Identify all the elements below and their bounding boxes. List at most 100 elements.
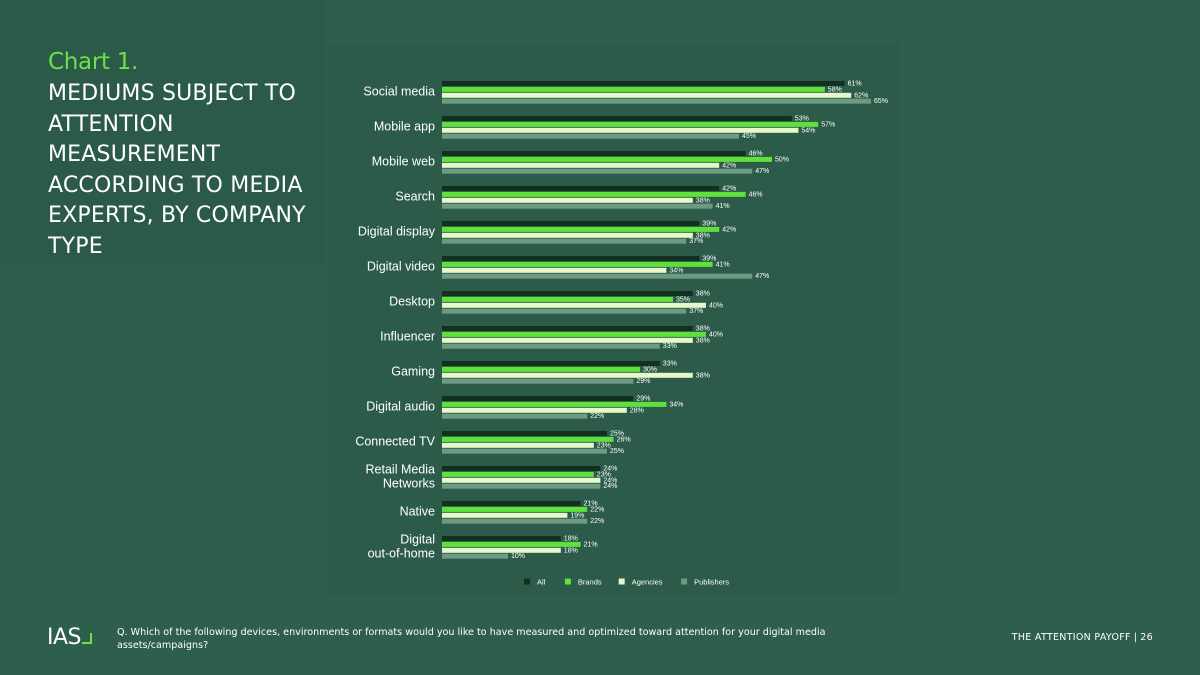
data-label: 38% xyxy=(696,232,710,239)
bar-publishers xyxy=(442,518,588,524)
category-label: out-of-home xyxy=(368,547,435,561)
data-label: 21% xyxy=(584,501,598,508)
bar-brands xyxy=(442,506,588,512)
bar-all xyxy=(442,326,693,331)
bar-agencies xyxy=(442,477,601,483)
bar-agencies xyxy=(442,547,561,553)
data-label: 46% xyxy=(749,151,763,158)
data-label: 61% xyxy=(848,81,862,88)
title-panel xyxy=(0,0,325,265)
bar-agencies xyxy=(442,197,693,203)
legend-label: Brands xyxy=(578,578,602,587)
bar-publishers xyxy=(442,133,739,139)
bar-brands xyxy=(442,191,746,197)
category-label: Social media xyxy=(363,85,435,99)
bar-brands xyxy=(442,436,614,442)
data-label: 65% xyxy=(874,98,888,105)
bar-brands xyxy=(442,331,706,337)
data-label: 53% xyxy=(795,116,809,123)
data-label: 62% xyxy=(854,92,868,99)
bar-all xyxy=(442,151,746,156)
legend-swatch-all xyxy=(524,578,530,585)
data-label: 46% xyxy=(749,191,763,198)
data-label: 41% xyxy=(716,261,730,268)
ias-logo: IAS xyxy=(47,624,93,652)
data-label: 29% xyxy=(636,396,650,403)
bar-brands xyxy=(442,226,720,232)
data-label: 38% xyxy=(696,337,710,344)
logo-text: IAS xyxy=(47,625,82,650)
bar-agencies xyxy=(442,407,627,413)
data-label: 26% xyxy=(617,436,631,443)
separator: | xyxy=(1133,632,1138,643)
bar-publishers xyxy=(442,203,713,209)
data-label: 40% xyxy=(709,331,723,338)
data-label: 45% xyxy=(742,133,756,140)
bar-publishers xyxy=(442,378,634,384)
data-label: 30% xyxy=(643,366,657,373)
legend-label: Agencies xyxy=(632,578,663,587)
data-label: 22% xyxy=(590,518,604,525)
category-label: Mobile app xyxy=(374,120,435,134)
bar-publishers xyxy=(442,308,687,314)
page-number: 26 xyxy=(1140,632,1153,643)
data-label: 33% xyxy=(663,361,677,368)
bar-publishers xyxy=(442,553,508,559)
category-label: Retail Media xyxy=(366,463,436,477)
data-label: 25% xyxy=(610,431,624,438)
data-label: 57% xyxy=(821,121,835,128)
bar-brands xyxy=(442,541,581,547)
category-label: Digital display xyxy=(358,225,436,239)
category-label: Native xyxy=(400,505,435,519)
data-label: 24% xyxy=(603,477,617,484)
bar-publishers xyxy=(442,238,687,244)
data-label: 58% xyxy=(828,86,842,93)
bar-all xyxy=(442,431,607,436)
bar-publishers xyxy=(442,483,601,489)
bar-publishers xyxy=(442,343,660,349)
bar-chart: Social media 61% 58% 62% 65% Mobile app 53% 57%… xyxy=(355,81,888,587)
bar-agencies xyxy=(442,442,594,448)
bar-all xyxy=(442,256,700,261)
page-reference: THE ATTENTION PAYOFF | 26 xyxy=(1012,632,1153,643)
legend-swatch-brands xyxy=(564,578,571,585)
data-label: 18% xyxy=(564,547,578,554)
bar-brands xyxy=(442,471,594,477)
category-label: Mobile web xyxy=(372,155,435,169)
legend-label: Publishers xyxy=(694,578,729,587)
bar-publishers xyxy=(442,98,871,104)
data-label: 41% xyxy=(716,203,730,210)
bar-agencies xyxy=(442,302,706,308)
data-label: 34% xyxy=(669,401,683,408)
data-label: 34% xyxy=(669,267,683,274)
bar-brands xyxy=(442,401,667,407)
bar-agencies xyxy=(442,372,693,378)
category-label: Connected TV xyxy=(355,435,435,449)
data-label: 28% xyxy=(630,407,644,414)
bar-brands xyxy=(442,366,640,372)
data-label: 39% xyxy=(702,256,716,263)
data-label: 33% xyxy=(663,343,677,350)
bar-publishers xyxy=(442,448,607,454)
data-label: 54% xyxy=(801,127,815,134)
legend-label: All xyxy=(537,578,546,587)
category-label: Digital video xyxy=(367,260,435,274)
bar-brands xyxy=(442,296,673,302)
data-label: 38% xyxy=(696,326,710,333)
logo-accent-icon xyxy=(82,633,93,644)
bar-publishers xyxy=(442,168,753,174)
chart-panel: Social media 61% 58% 62% 65% Mobile app 53% 57%… xyxy=(328,43,900,596)
bar-agencies xyxy=(442,127,799,133)
bar-agencies xyxy=(442,232,693,238)
bar-publishers xyxy=(442,273,753,279)
bar-all xyxy=(442,221,700,226)
bar-agencies xyxy=(442,92,852,98)
category-label: Influencer xyxy=(380,330,435,344)
data-label: 23% xyxy=(597,471,611,478)
data-label: 18% xyxy=(564,536,578,543)
bar-all xyxy=(442,466,601,471)
data-label: 25% xyxy=(610,448,624,455)
category-label: Networks xyxy=(383,477,435,491)
data-label: 24% xyxy=(603,483,617,490)
bar-all xyxy=(442,396,634,401)
